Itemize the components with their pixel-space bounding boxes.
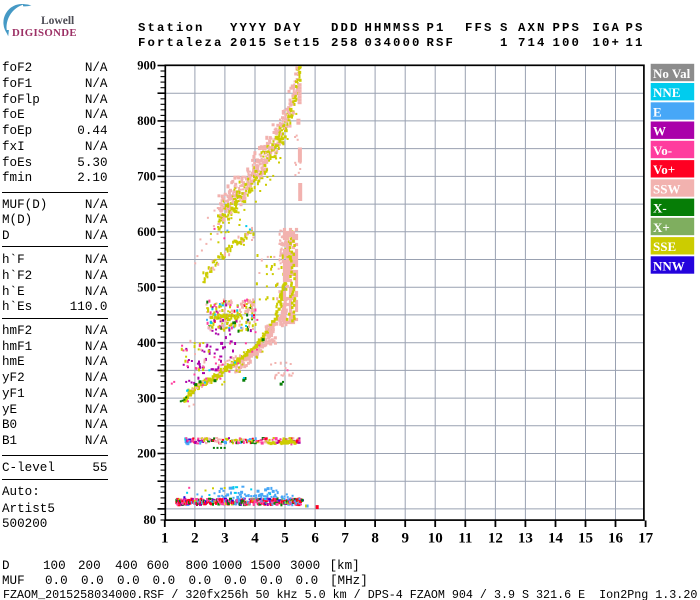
svg-text:1: 1: [161, 531, 169, 547]
svg-text:12: 12: [488, 531, 503, 547]
svg-text:16: 16: [608, 531, 624, 547]
svg-text:SSE: SSE: [653, 239, 676, 254]
svg-text:X-: X-: [653, 201, 667, 216]
svg-text:700: 700: [137, 170, 156, 184]
svg-text:80: 80: [144, 513, 157, 527]
svg-text:W: W: [653, 124, 666, 139]
svg-text:Vo+: Vo+: [653, 162, 675, 177]
svg-text:9: 9: [401, 531, 409, 547]
svg-text:X+: X+: [653, 220, 670, 235]
svg-text:6: 6: [311, 531, 319, 547]
svg-text:7: 7: [341, 531, 349, 547]
svg-text:17: 17: [638, 531, 654, 547]
svg-text:400: 400: [137, 336, 156, 350]
svg-text:8: 8: [371, 531, 379, 547]
svg-text:No Val: No Val: [653, 66, 691, 81]
svg-text:11: 11: [458, 531, 472, 547]
svg-text:200: 200: [137, 447, 156, 461]
svg-text:10: 10: [428, 531, 443, 547]
svg-text:800: 800: [137, 114, 156, 128]
svg-text:900: 900: [137, 59, 156, 73]
svg-text:Vo-: Vo-: [653, 143, 672, 158]
svg-text:13: 13: [518, 531, 533, 547]
svg-text:14: 14: [548, 531, 564, 547]
svg-text:600: 600: [137, 225, 156, 239]
svg-text:15: 15: [578, 531, 593, 547]
svg-text:SSW: SSW: [653, 181, 680, 196]
svg-text:4: 4: [251, 531, 259, 547]
svg-text:300: 300: [137, 391, 156, 405]
svg-text:E: E: [653, 104, 662, 119]
svg-text:500: 500: [137, 280, 156, 294]
svg-text:2: 2: [191, 531, 199, 547]
svg-text:NNE: NNE: [653, 85, 680, 100]
svg-text:NNW: NNW: [653, 258, 685, 273]
svg-text:5: 5: [281, 531, 289, 547]
svg-text:3: 3: [221, 531, 229, 547]
